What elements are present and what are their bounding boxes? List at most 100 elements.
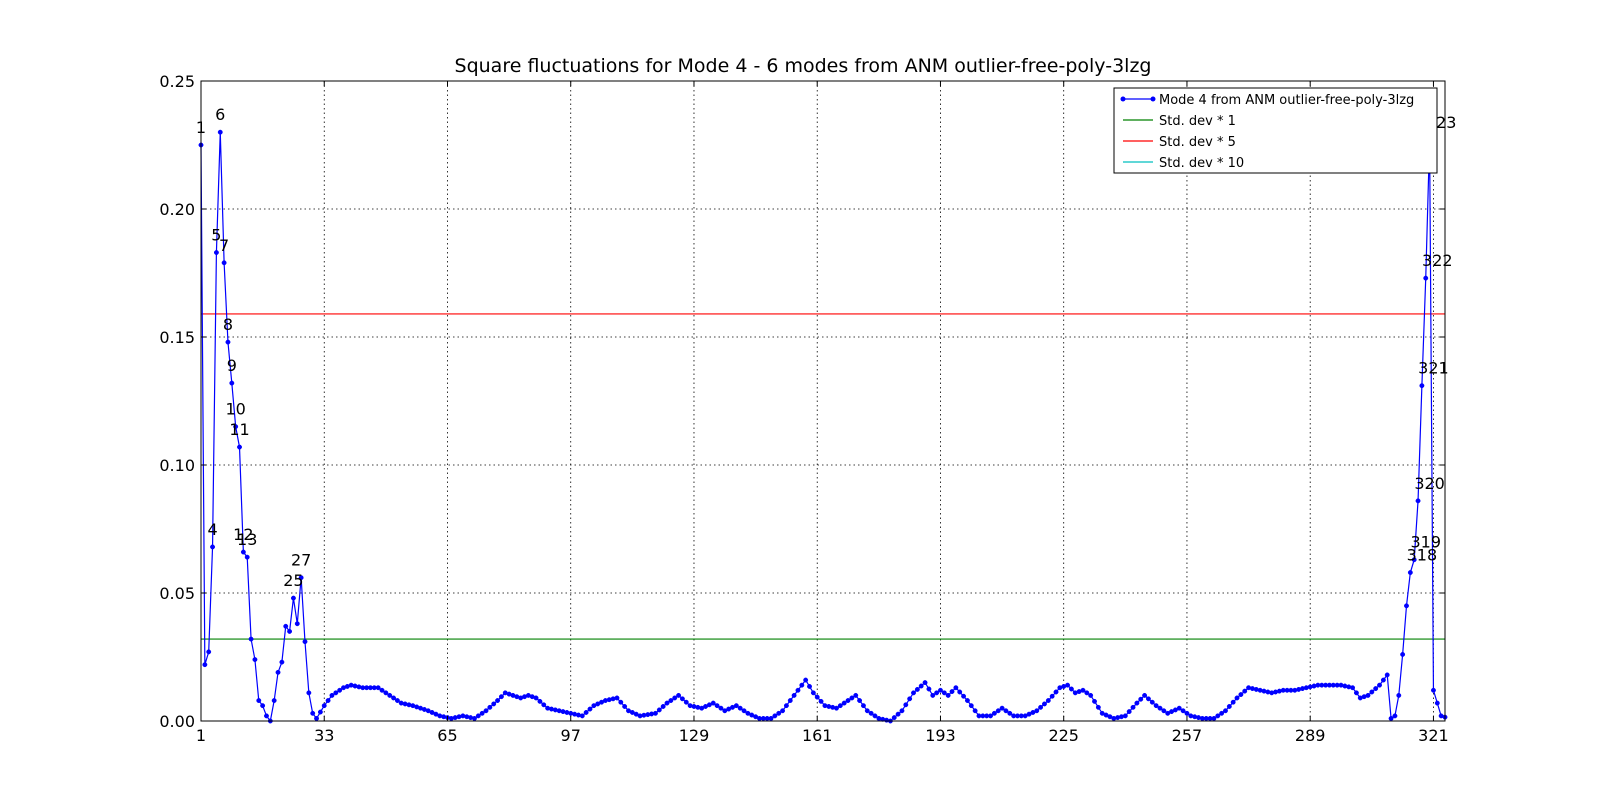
series-point — [1419, 383, 1425, 389]
series-point — [679, 696, 685, 702]
series-point — [907, 696, 913, 702]
legend-label: Std. dev * 5 — [1159, 135, 1236, 150]
series-point — [475, 713, 481, 719]
series-point — [1084, 690, 1090, 696]
x-tick-label: 97 — [561, 726, 581, 745]
series-point — [999, 705, 1005, 711]
series-point — [961, 693, 967, 699]
series-point — [1230, 699, 1236, 705]
x-tick-label: 289 — [1295, 726, 1326, 745]
series-point — [537, 698, 543, 704]
series-point — [333, 690, 339, 696]
series-point — [938, 687, 943, 693]
series-point — [672, 695, 678, 701]
series-point — [1034, 708, 1040, 714]
y-tick-label: 0.00 — [159, 712, 195, 731]
x-tick-label: 65 — [437, 726, 457, 745]
annotation-label: 12 — [233, 525, 253, 544]
annotation-label: 320 — [1414, 474, 1445, 493]
series-point — [718, 705, 724, 711]
y-tick-label: 0.25 — [159, 72, 195, 91]
series-point — [302, 639, 308, 645]
series-point — [1149, 699, 1155, 705]
series-point — [807, 683, 812, 689]
series-point — [583, 710, 589, 715]
series-point — [298, 575, 304, 581]
series-point — [1365, 692, 1371, 698]
series-point — [941, 690, 947, 696]
series-point — [260, 703, 266, 709]
series-point — [294, 621, 300, 627]
series-point — [1122, 713, 1128, 719]
series-point — [1407, 570, 1413, 575]
series-point — [656, 707, 662, 713]
series-point — [248, 636, 254, 642]
series-point — [1126, 709, 1132, 715]
series-point — [864, 708, 870, 714]
x-tick-label: 225 — [1048, 726, 1079, 745]
series-point — [741, 708, 747, 714]
series-point — [1053, 689, 1059, 695]
series-point — [787, 698, 793, 703]
series-point — [202, 662, 208, 668]
series-point — [498, 694, 504, 700]
series-point — [1049, 693, 1055, 699]
series-point — [772, 713, 778, 719]
series-point — [926, 686, 932, 692]
series-point — [964, 698, 970, 703]
series-point — [1353, 690, 1359, 696]
x-tick-label: 129 — [679, 726, 710, 745]
series-point — [618, 699, 624, 705]
series-point — [849, 695, 855, 701]
series-point — [934, 690, 940, 696]
y-tick-label: 0.10 — [159, 456, 195, 475]
series-point — [1138, 696, 1144, 702]
series-point — [1411, 557, 1417, 563]
series-point — [1404, 603, 1409, 609]
series-point — [783, 703, 789, 709]
series-point — [1219, 710, 1225, 716]
series-point — [275, 669, 281, 675]
series-point — [1007, 710, 1013, 716]
series-point — [799, 682, 805, 688]
series-point — [818, 698, 824, 704]
series-point — [1415, 498, 1421, 504]
series-point — [306, 690, 312, 696]
annotation-label: 13 — [237, 530, 257, 549]
series-point — [1134, 700, 1140, 706]
series-point — [217, 129, 223, 135]
series-point — [872, 713, 878, 719]
series-point — [483, 708, 489, 714]
series-point — [587, 706, 593, 712]
series-point — [1180, 708, 1186, 714]
series-point — [394, 698, 400, 703]
series-point — [1145, 696, 1151, 702]
legend-label: Std. dev * 1 — [1159, 114, 1236, 129]
series-point — [953, 685, 959, 691]
series-point — [379, 687, 385, 693]
series-point — [668, 698, 674, 703]
x-tick-label: 161 — [802, 726, 833, 745]
series-point — [472, 715, 477, 721]
series-point — [1038, 704, 1044, 710]
series-point — [780, 708, 786, 714]
annotation-label: 7 — [219, 236, 229, 255]
series-point — [714, 703, 720, 709]
series-point — [653, 710, 658, 716]
series-point — [776, 710, 782, 716]
series-point — [1065, 682, 1071, 688]
chart-title: Square fluctuations for Mode 4 - 6 modes… — [455, 55, 1152, 77]
series-point — [957, 689, 963, 695]
series-point — [995, 708, 1001, 714]
series-point — [795, 687, 801, 693]
annotation-label: 322 — [1422, 251, 1453, 270]
series-point — [1434, 700, 1440, 706]
annotation-label: 4 — [207, 520, 217, 539]
series-point — [491, 701, 497, 707]
series-point — [287, 628, 293, 634]
series-point — [1157, 705, 1163, 711]
legend: Mode 4 from ANM outlier-free-poly-3lzg St… — [1113, 87, 1438, 174]
series-point — [233, 424, 239, 430]
series-point — [1095, 704, 1101, 710]
